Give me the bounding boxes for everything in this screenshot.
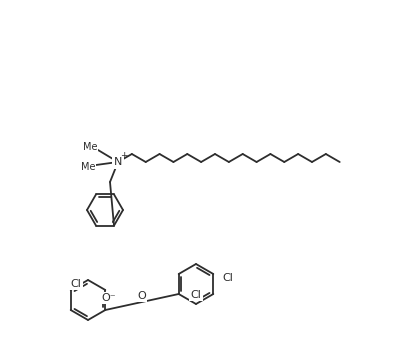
- Text: +: +: [120, 151, 128, 161]
- Text: Me: Me: [83, 142, 97, 152]
- Text: Cl: Cl: [222, 273, 233, 283]
- Text: Cl: Cl: [71, 279, 82, 289]
- Text: Cl: Cl: [191, 290, 202, 300]
- Text: N: N: [114, 157, 122, 167]
- Text: O: O: [138, 291, 146, 301]
- Text: O⁻: O⁻: [101, 293, 116, 303]
- Text: Me: Me: [81, 162, 95, 172]
